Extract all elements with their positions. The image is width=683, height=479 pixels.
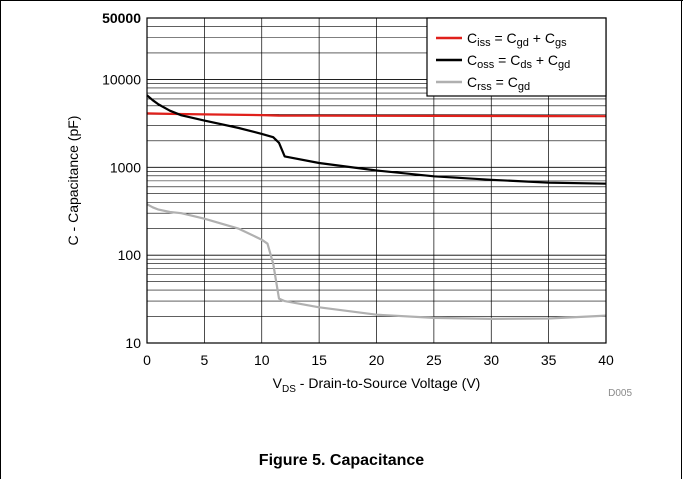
x-tick-label: 30: [483, 352, 499, 368]
x-tick-label: 15: [311, 352, 327, 368]
x-axis-title-main: V: [273, 375, 283, 391]
x-tick-label: 20: [369, 352, 385, 368]
legend: Ciss = Cgd + Cgs Coss = Cds + Cgd Crss = C…: [426, 17, 607, 97]
x-tick-label: 35: [541, 352, 557, 368]
figure-frame-right: [681, 0, 682, 479]
y-tick-label: 10000: [102, 71, 141, 87]
legend-label: Ciss = Cgd + Cgs: [467, 30, 567, 49]
figure-caption: Figure 5. Capacitance: [258, 452, 425, 469]
figure-frame-top: [0, 0, 683, 1]
x-tick-label: 0: [143, 352, 151, 368]
series-line: [146, 112, 607, 118]
legend-label: Coss = Cds + Cgd: [467, 52, 570, 71]
x-axis-title-sub: DS: [282, 384, 296, 395]
x-tick-label: 5: [200, 352, 208, 368]
x-tick-labels: 0 5 10 15 20 25 30 35 40: [143, 352, 614, 368]
x-tick-label: 10: [254, 352, 270, 368]
series-line: [146, 203, 607, 320]
series-layer: [146, 94, 607, 320]
y-tick-label: 10: [125, 335, 141, 351]
figure-code: D005: [608, 388, 632, 399]
plot-border: [146, 17, 607, 344]
series-line: [146, 94, 607, 185]
x-axis-title: VDS - Drain-to-Source Voltage (V): [273, 375, 481, 395]
x-axis-title-rest: - Drain-to-Source Voltage (V): [296, 375, 480, 391]
figure-frame-left: [0, 0, 1, 479]
y-tick-label: 1000: [110, 159, 141, 175]
y-tick-label: 100: [118, 247, 142, 263]
y-axis-title: C - Capacitance (pF): [65, 116, 81, 246]
y-tick-labels: 10 100 1000 10000 50000: [102, 10, 141, 351]
legend-label: Crss = Cgd: [467, 74, 530, 93]
x-tick-label: 40: [598, 352, 614, 368]
y-tick-label: 50000: [102, 10, 141, 26]
x-tick-label: 25: [426, 352, 442, 368]
